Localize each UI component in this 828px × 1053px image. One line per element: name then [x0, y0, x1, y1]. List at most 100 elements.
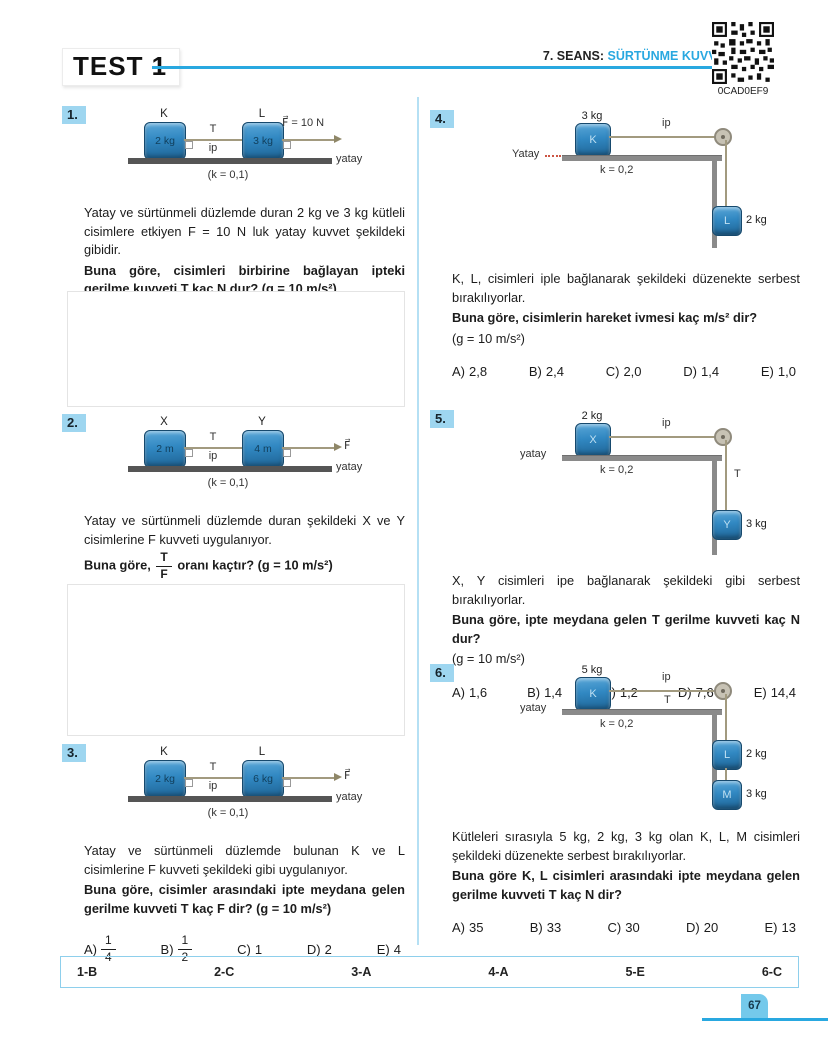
block-mass: 3 kg: [581, 110, 603, 122]
block-mass: 3 kg: [746, 788, 767, 800]
option-c[interactable]: C) 2,0: [606, 364, 642, 379]
friction-coefficient-label: k = 0,2: [600, 164, 634, 176]
option-b[interactable]: B) 2,4: [529, 364, 564, 379]
option-value: 1,6: [469, 684, 488, 700]
option-b[interactable]: B) 33: [530, 920, 561, 935]
block-mass: 2 kg: [581, 410, 603, 422]
option-value: 20: [703, 920, 719, 936]
bold-suffix: oranı kaçtır? (g = 10 m/s²): [177, 557, 333, 573]
block-mass: 5 kg: [581, 664, 603, 676]
question-1-diagram: K L 2 kg 3 kg T ip F⃗ = 10 N yatay (k = …: [120, 108, 370, 192]
surface-label: yatay: [520, 702, 547, 714]
block-letter: K: [589, 134, 597, 146]
pulley-axle: [721, 689, 725, 693]
option-d[interactable]: D) 20: [686, 920, 718, 935]
rope: [184, 777, 242, 779]
block-letter: Y: [723, 519, 731, 531]
option-a[interactable]: A) 35: [452, 920, 483, 935]
footer-accent-line: [702, 1018, 828, 1021]
rope-label: ip: [208, 450, 218, 462]
block-mass: 4 m: [254, 443, 272, 455]
question-1: 1. K L 2 kg 3 kg T ip F⃗ = 10 N yatay (k…: [62, 104, 405, 330]
question-5-diagram: 2 kg X ip yatay k = 0,2 T Y 3 kg: [512, 410, 812, 560]
option-d[interactable]: D) 1,4: [683, 364, 719, 379]
option-b[interactable]: B) 1,4: [527, 685, 562, 700]
rope: [725, 768, 727, 780]
option-e[interactable]: E) 4: [377, 942, 401, 957]
option-e[interactable]: E) 1,0: [761, 364, 796, 379]
gravity-note: (g = 10 m/s²): [452, 651, 525, 667]
option-label: E): [760, 364, 774, 380]
block-mass: 3 kg: [746, 518, 767, 530]
friction-coefficient-label: (k = 0,1): [207, 807, 249, 819]
question-bold-text: Buna göre, cisimler arasındaki ipte meyd…: [84, 882, 405, 916]
rope: [725, 440, 727, 510]
block: 2 kg: [144, 122, 186, 160]
friction-coefficient-label: (k = 0,1): [207, 169, 249, 181]
rope-hook: [185, 141, 193, 149]
option-c[interactable]: C) 1: [237, 942, 262, 957]
answer-key-item: 1-B: [77, 965, 98, 979]
option-e[interactable]: E) 13: [765, 920, 796, 935]
pulley-icon: [714, 428, 732, 446]
ground: [128, 466, 332, 472]
block-letter: Y: [258, 416, 266, 428]
option-label: A): [452, 920, 465, 936]
option-e[interactable]: E) 14,4: [754, 685, 796, 700]
block-mass: 2 kg: [155, 773, 175, 785]
block-letter: L: [723, 749, 731, 761]
pulley-icon: [714, 682, 732, 700]
tension-label: T: [209, 761, 217, 773]
rope: [609, 136, 721, 138]
block-mass: 2 kg: [746, 748, 767, 760]
force-label: F⃗: [344, 770, 351, 782]
option-label: B): [527, 684, 541, 700]
question-4: 4. 3 kg K ip Yatay k = 0,2 L 2 kg K, L, …: [430, 108, 800, 379]
block-letter: K: [589, 688, 597, 700]
block: K: [575, 123, 611, 157]
option-value: 2: [324, 941, 332, 957]
option-d[interactable]: D) 2: [307, 942, 332, 957]
question-number: 5.: [430, 410, 454, 428]
rope-label: ip: [208, 780, 218, 792]
block: 6 kg: [242, 760, 284, 798]
surface-label: Yatay: [512, 148, 540, 160]
option-label: B): [529, 920, 543, 936]
answer-key-item: 6-C: [761, 965, 782, 979]
question-3: 3. K L 2 kg 6 kg T ip F⃗ yatay (k = 0,1)…: [62, 742, 405, 965]
rope-hook: [185, 779, 193, 787]
option-c[interactable]: C) 30: [608, 920, 640, 935]
rope-label: ip: [662, 117, 671, 129]
surface-label: yatay: [336, 461, 363, 473]
dashed-pointer-line: [545, 155, 561, 157]
question-2-diagram: X Y 2 m 4 m T ip F⃗ yatay (k = 0,1): [120, 416, 370, 500]
block-mass: 2 kg: [155, 135, 175, 147]
option-label: D): [683, 364, 698, 380]
block-mass: 2 m: [156, 443, 174, 455]
option-value: 2,8: [469, 364, 488, 380]
column-divider: [417, 97, 419, 945]
page-number-tab: 67: [741, 994, 768, 1018]
surface-label: yatay: [336, 791, 363, 803]
block: 3 kg: [242, 122, 284, 160]
question-number: 6.: [430, 664, 454, 682]
fraction-numerator: T: [156, 550, 172, 567]
block: K: [575, 677, 611, 711]
option-a[interactable]: A) 2,8: [452, 364, 487, 379]
tension-label: T: [209, 431, 217, 443]
question-bold-text: Buna göre, ipte meydana gelen T gerilme …: [452, 612, 800, 646]
option-d[interactable]: D) 7,6: [678, 685, 714, 700]
hanging-block: M: [712, 780, 742, 810]
question-bold-text: Buna göre, cisimlerin hareket ivmesi kaç…: [452, 310, 758, 326]
option-a[interactable]: A) 1,6: [452, 685, 487, 700]
pulley-axle: [721, 435, 725, 439]
pulley-axle: [721, 135, 725, 139]
block-mass: 3 kg: [253, 135, 273, 147]
question-text: K, L, cisimleri iple bağlanarak şekildek…: [452, 271, 800, 305]
option-label: C): [237, 941, 251, 957]
block-mass: 2 kg: [746, 214, 767, 226]
option-label: D): [306, 941, 321, 957]
question-text: X, Y cisimleri ipe bağlanarak şekildeki …: [452, 573, 800, 607]
option-label: A): [452, 684, 465, 700]
